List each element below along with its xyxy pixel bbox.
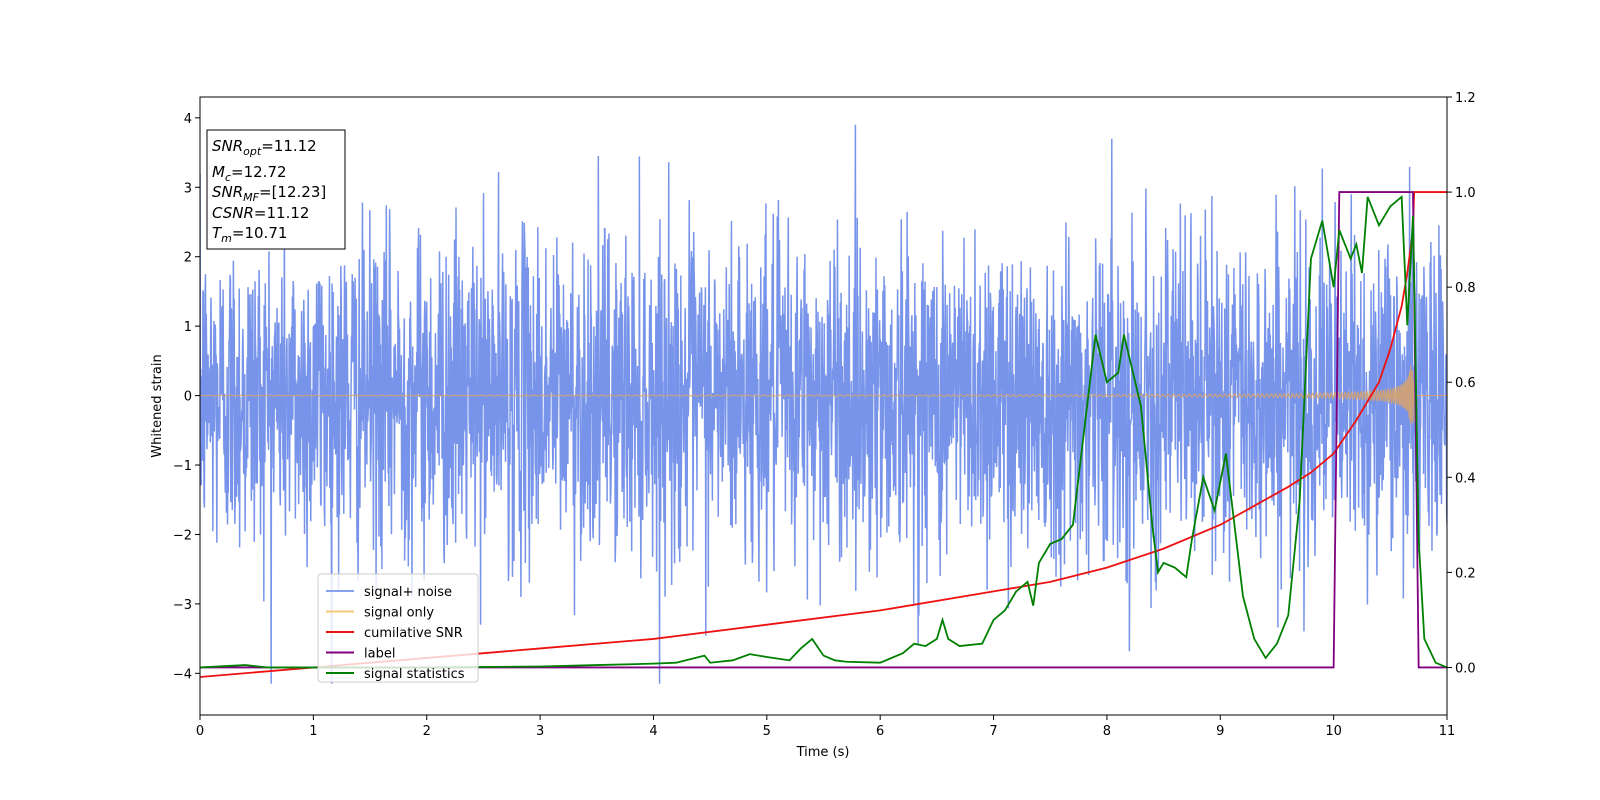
x-tick-label: 5 [763, 724, 771, 739]
info-csnr: CSNR=11.12 [212, 204, 309, 222]
x-tick-label: 3 [536, 724, 544, 739]
y-left-tick-label: −2 [173, 528, 192, 543]
x-tick-label: 2 [423, 724, 431, 739]
y-left-tick-label: −4 [173, 667, 192, 682]
x-axis: 0 1 2 3 4 5 6 7 8 9 10 11 [196, 715, 1455, 739]
x-tick-label: 0 [196, 724, 204, 739]
info-snr-opt-value: 11.12 [274, 137, 317, 155]
y-left-tick-label: 2 [184, 251, 192, 266]
y-right-tick-label: 0.0 [1455, 661, 1476, 676]
y-right-tick-label: 1.0 [1455, 186, 1476, 201]
series-signal-noise [200, 124, 1447, 684]
y-right-tick-label: 0.6 [1455, 376, 1476, 391]
info-mc-value: 12.72 [244, 163, 287, 181]
legend-label: signal only [364, 606, 434, 621]
y-left-tick-label: −1 [173, 459, 192, 474]
y-right-tick-label: 0.8 [1455, 281, 1476, 296]
x-tick-label: 11 [1439, 724, 1456, 739]
info-box: SNRopt=11.12 Mc=12.72 SNRMF=[12.23] CSNR… [206, 129, 346, 250]
series-layer [200, 124, 1447, 684]
info-snr-mf-value: [12.23] [272, 183, 327, 201]
info-snr-opt: SNRopt=11.12 [212, 137, 317, 158]
y-left-tick-label: 1 [184, 320, 192, 335]
plot-frame [199, 96, 1448, 716]
y-axis-right: 0.0 0.2 0.4 0.6 0.8 1.0 1.2 [1447, 91, 1476, 676]
x-tick-label: 8 [1103, 724, 1111, 739]
x-tick-label: 1 [309, 724, 317, 739]
info-tm: Tm=10.71 [212, 224, 287, 245]
y-left-tick-label: 0 [184, 390, 192, 405]
series-signal-only [200, 365, 1447, 425]
info-tm-value: 10.71 [244, 224, 287, 242]
y-axis-label: Whitened strain [150, 354, 165, 457]
legend-label: cumilative SNR [364, 626, 463, 641]
legend-frame [317, 573, 479, 683]
legend: signal+ noise signal only cumilative SNR la… [317, 573, 479, 683]
series-signal-statistics [200, 194, 1447, 669]
y-axis-left: −4 −3 −2 −1 0 1 2 3 4 [173, 112, 200, 682]
info-csnr-value: 11.12 [267, 204, 310, 222]
y-left-tick-label: −3 [173, 598, 192, 613]
series-cumilative-snr [200, 191, 1447, 678]
legend-label: signal+ noise [364, 585, 452, 600]
y-right-tick-label: 0.2 [1455, 566, 1476, 581]
info-box-frame [206, 129, 346, 250]
info-snr-mf: SNRMF=[12.23] [212, 183, 326, 204]
x-tick-label: 4 [649, 724, 657, 739]
x-tick-label: 6 [876, 724, 884, 739]
series-label [200, 191, 1447, 669]
x-tick-label: 7 [989, 724, 997, 739]
y-right-tick-label: 1.2 [1455, 91, 1476, 106]
y-left-tick-label: 4 [184, 112, 192, 127]
x-tick-label: 9 [1216, 724, 1224, 739]
legend-label: signal statistics [364, 667, 465, 682]
legend-label: label [364, 647, 395, 662]
info-mc: Mc=12.72 [212, 163, 287, 184]
y-left-tick-label: 3 [184, 181, 192, 196]
x-axis-label: Time (s) [796, 745, 850, 760]
x-tick-label: 10 [1325, 724, 1342, 739]
y-right-tick-label: 0.4 [1455, 471, 1476, 486]
